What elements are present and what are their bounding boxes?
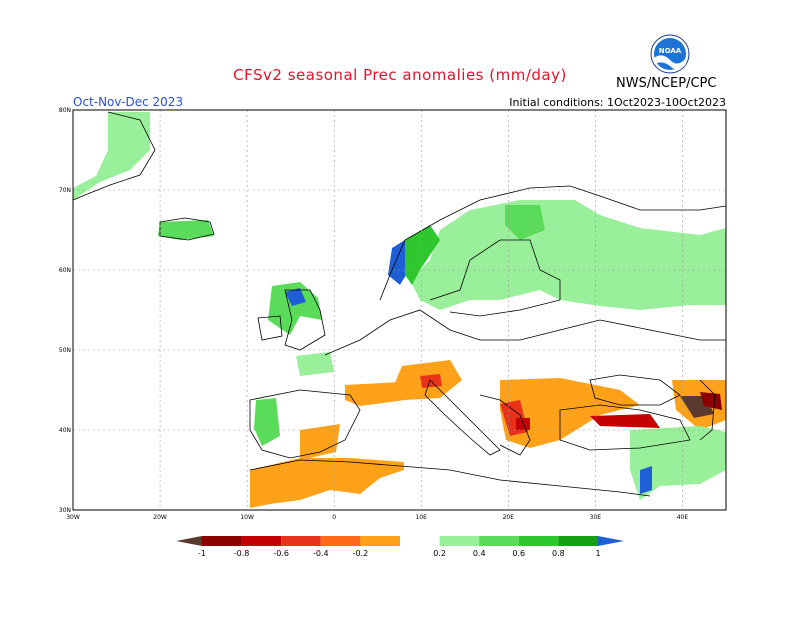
coast-black-sea (589, 374, 681, 406)
latitude-labels: 80N 70N 60N 50N 40N 30N (59, 107, 71, 514)
longitude-label: 0 (332, 514, 336, 521)
anomaly-iberia-south (300, 424, 340, 460)
longitude-label: 30E (590, 514, 602, 521)
latitude-label: 60N (59, 267, 71, 274)
anomaly-levant (630, 426, 726, 500)
latitude-label: 80N (59, 107, 71, 114)
colorbar-label: 1 (595, 549, 600, 558)
colorbar-label: -0.6 (273, 549, 289, 558)
colorbar-swatch (360, 536, 400, 546)
colorbar-swatch (439, 536, 480, 546)
anomaly-finland-mid (505, 205, 545, 240)
coast-turkey (559, 404, 691, 451)
coast-west-europe (324, 309, 726, 356)
anomaly-turkey-north (590, 414, 660, 428)
colorbar-label: -0.2 (353, 549, 369, 558)
coast-iberia (249, 389, 361, 459)
latitude-label: 30N (59, 507, 71, 514)
colorbar-swatch (241, 536, 282, 546)
anomaly-balkans (500, 378, 640, 448)
colorbar-min-triangle (176, 536, 202, 546)
coast-scandinavia (379, 185, 727, 301)
coast-italy (424, 379, 501, 456)
longitude-label: 40E (677, 514, 689, 521)
anomaly-caucasus-red (700, 392, 722, 410)
colorbar-label: -0.4 (313, 549, 329, 558)
anomaly-greece-red (516, 418, 530, 430)
colorbar-swatch (202, 536, 242, 546)
anomaly-levant-blue (640, 466, 652, 494)
anomaly-nw-africa (250, 458, 404, 508)
colorbar-swatch (558, 536, 598, 546)
colorbar-max-triangle (598, 536, 624, 546)
coast-caspian (699, 379, 716, 441)
colorbar-swatch (518, 536, 559, 546)
colorbar-swatch (400, 536, 440, 546)
map-background (73, 110, 726, 510)
longitude-label: 20E (503, 514, 515, 521)
colorbar-label: -1 (198, 549, 206, 558)
colorbar-label: 0.8 (552, 549, 565, 558)
noaa-logo: NOAA (650, 34, 690, 74)
colorbar-label: -0.8 (234, 549, 250, 558)
coast-ireland (257, 315, 283, 341)
colorbar-swatch (479, 536, 519, 546)
colorbar-swatch (281, 536, 321, 546)
longitude-label: 10W (240, 514, 254, 521)
coast-greenland (72, 111, 156, 201)
anomaly-pyrenees (345, 382, 405, 406)
latitude-label: 50N (59, 347, 71, 354)
coast-balkans (479, 394, 531, 456)
coast-north-africa (249, 459, 651, 497)
colorbar-swatch (320, 536, 361, 546)
forecast-period: Oct-Nov-Dec 2023 (73, 95, 184, 109)
svg-text:NOAA: NOAA (659, 47, 682, 55)
anomaly-greenland (73, 112, 150, 200)
map-frame (72, 109, 727, 511)
longitude-label: 10E (416, 514, 428, 521)
colorbar-label: 0.2 (433, 549, 446, 558)
longitude-labels: 30W 20W 10W 0 10E 20E 30E 40E (66, 514, 688, 521)
longitude-label: 30W (66, 514, 80, 521)
chart-title: CFSv2 seasonal Prec anomalies (mm/day) (233, 66, 567, 84)
longitude-label: 20W (153, 514, 167, 521)
agency-label: NWS/NCEP/CPC (616, 76, 717, 91)
anomaly-iberia-nw (254, 398, 280, 446)
anomaly-scotland (268, 282, 322, 335)
latitude-label: 40N (59, 427, 71, 434)
initial-conditions: Initial conditions: 1Oct2023-10Oct2023 (509, 96, 726, 109)
coastlines (72, 111, 727, 497)
colorbar-label: 0.4 (473, 549, 486, 558)
coast-britain (284, 289, 326, 351)
anomaly-iceland (158, 220, 214, 240)
colorbar-label: 0.6 (512, 549, 525, 558)
anomaly-scotland-strong (285, 288, 306, 306)
latitude-label: 70N (59, 187, 71, 194)
anomaly-scandinavia-russia (410, 200, 726, 310)
anomaly-patches (73, 112, 726, 508)
colorbar: -1 -0.8 -0.6 -0.4 -0.2 0.2 0.4 0.6 0.8 1 (176, 536, 624, 558)
map-area: 30W 20W 10W 0 10E 20E 30E 40E 80N 70N 60N 50N 40N 30… (59, 107, 727, 521)
anomaly-uk-west (296, 352, 334, 376)
